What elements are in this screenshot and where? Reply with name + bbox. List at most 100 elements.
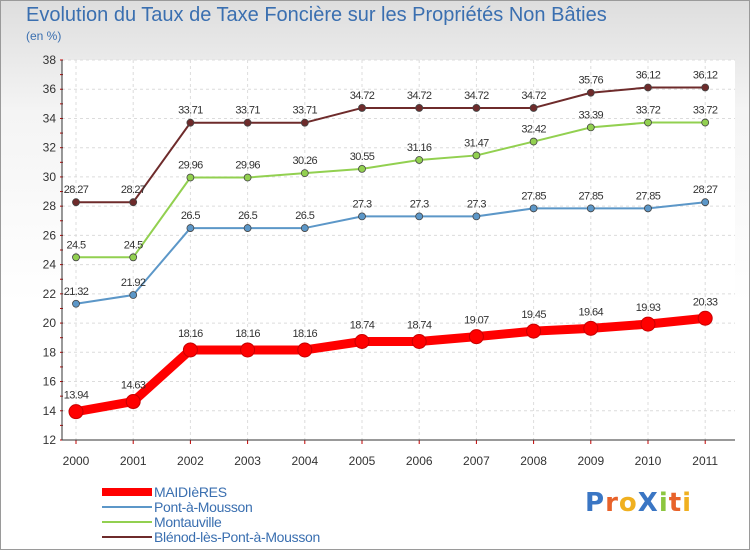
plot-area bbox=[62, 60, 735, 440]
data-label-montauville: 31.47 bbox=[464, 137, 489, 149]
data-point-bl-nod-l-s-pont-mousson bbox=[129, 198, 138, 207]
data-point-bl-nod-l-s-pont-mousson bbox=[243, 118, 252, 127]
data-point-montauville bbox=[472, 151, 481, 160]
legend-swatch-maidieres bbox=[102, 487, 152, 496]
data-point-pont-mousson bbox=[243, 224, 252, 232]
series-line-maidi-res bbox=[71, 313, 710, 417]
y-tick-label: 34 bbox=[43, 111, 57, 125]
data-label-bl-nod-l-s-pont-mousson: 36.12 bbox=[636, 69, 661, 81]
data-label-pont-mousson: 27.85 bbox=[636, 190, 661, 202]
data-label-bl-nod-l-s-pont-mousson: 33.71 bbox=[178, 105, 203, 117]
legend-swatch-pont-a-mousson bbox=[102, 505, 152, 508]
legend-label-maidieres: MAIDIèRES bbox=[154, 483, 227, 500]
data-point-bl-nod-l-s-pont-mousson bbox=[472, 104, 481, 112]
data-point-pont-mousson bbox=[358, 212, 366, 221]
data-point-maidi-res bbox=[583, 320, 599, 336]
data-label-maidi-res: 19.07 bbox=[464, 315, 489, 327]
x-tick-label: 2003 bbox=[234, 454, 261, 468]
data-label-pont-mousson: 21.32 bbox=[64, 286, 89, 298]
data-label-bl-nod-l-s-pont-mousson: 33.71 bbox=[293, 105, 318, 117]
data-point-montauville bbox=[701, 118, 710, 127]
data-label-montauville: 29.96 bbox=[178, 160, 203, 172]
data-label-bl-nod-l-s-pont-mousson: 34.72 bbox=[407, 90, 432, 102]
data-label-bl-nod-l-s-pont-mousson: 34.72 bbox=[464, 90, 489, 102]
data-point-pont-mousson bbox=[472, 212, 481, 221]
data-point-maidi-res bbox=[297, 342, 313, 358]
legend-swatch-blenod bbox=[102, 535, 152, 538]
y-tick-label: 16 bbox=[43, 375, 57, 389]
data-point-pont-mousson bbox=[644, 204, 652, 213]
data-point-pont-mousson bbox=[529, 204, 538, 213]
data-label-bl-nod-l-s-pont-mousson: 34.72 bbox=[350, 90, 375, 102]
data-label-maidi-res: 18.16 bbox=[178, 328, 203, 340]
x-tick-label: 2005 bbox=[349, 454, 376, 468]
logo-letter: t bbox=[668, 488, 683, 518]
x-tick-label: 2002 bbox=[177, 454, 204, 468]
data-label-pont-mousson: 26.5 bbox=[295, 210, 314, 222]
data-label-pont-mousson: 21.92 bbox=[121, 277, 146, 289]
data-point-pont-mousson bbox=[129, 291, 138, 299]
data-point-pont-mousson bbox=[72, 299, 80, 308]
data-point-bl-nod-l-s-pont-mousson bbox=[72, 198, 80, 207]
legend-item-montauville: Montauville bbox=[102, 514, 320, 530]
data-point-bl-nod-l-s-pont-mousson bbox=[644, 83, 652, 92]
y-tick-label: 28 bbox=[43, 199, 57, 213]
data-label-bl-nod-l-s-pont-mousson: 28.27 bbox=[64, 184, 89, 196]
data-label-montauville: 33.72 bbox=[636, 105, 661, 117]
y-tick-label: 36 bbox=[43, 82, 57, 96]
y-tick-label: 30 bbox=[43, 170, 57, 184]
data-point-pont-mousson bbox=[186, 224, 195, 232]
data-point-maidi-res bbox=[526, 323, 542, 339]
y-tick-label: 12 bbox=[43, 433, 57, 447]
series-line-montauville bbox=[75, 121, 707, 259]
data-label-bl-nod-l-s-pont-mousson: 33.71 bbox=[235, 105, 260, 117]
legend-item-pont-a-mousson: Pont-à-Mousson bbox=[102, 498, 320, 515]
data-point-bl-nod-l-s-pont-mousson bbox=[586, 88, 595, 97]
x-tick-label: 2007 bbox=[463, 454, 490, 468]
data-point-bl-nod-l-s-pont-mousson bbox=[529, 104, 538, 112]
data-point-pont-mousson bbox=[586, 204, 595, 213]
data-point-maidi-res bbox=[411, 333, 427, 349]
series-line-bl-nod-l-s-pont-mousson bbox=[75, 86, 707, 204]
data-point-montauville bbox=[243, 173, 252, 182]
data-point-maidi-res bbox=[697, 310, 713, 326]
x-tick-label: 2010 bbox=[635, 454, 662, 468]
data-label-montauville: 33.39 bbox=[579, 109, 604, 121]
y-tick-label: 32 bbox=[43, 141, 57, 155]
chart-title: Evolution du Taux de Taxe Foncière sur l… bbox=[26, 4, 607, 26]
data-label-montauville: 33.72 bbox=[693, 105, 718, 117]
x-tick-label: 2009 bbox=[577, 454, 604, 468]
data-point-montauville bbox=[358, 164, 366, 173]
logo-letter: o bbox=[618, 488, 638, 518]
data-point-maidi-res bbox=[68, 404, 84, 420]
data-label-maidi-res: 13.94 bbox=[64, 390, 89, 402]
data-label-pont-mousson: 26.5 bbox=[181, 210, 200, 222]
data-point-montauville bbox=[644, 118, 652, 127]
logo-letter: i bbox=[658, 488, 669, 518]
data-label-maidi-res: 18.16 bbox=[235, 328, 260, 340]
y-tick-label: 26 bbox=[43, 228, 57, 242]
data-point-pont-mousson bbox=[701, 198, 710, 207]
data-point-montauville bbox=[72, 253, 80, 262]
data-point-montauville bbox=[586, 123, 595, 132]
data-point-maidi-res bbox=[640, 316, 656, 332]
legend: MAIDIèRES Pont-à-Mousson Montauville Blé… bbox=[102, 483, 320, 545]
data-label-montauville: 24.5 bbox=[66, 239, 85, 251]
legend-label-pont-a-mousson: Pont-à-Mousson bbox=[154, 498, 253, 515]
data-point-bl-nod-l-s-pont-mousson bbox=[415, 104, 424, 112]
y-tick-label: 18 bbox=[43, 345, 57, 359]
data-point-pont-mousson bbox=[415, 212, 424, 221]
data-point-bl-nod-l-s-pont-mousson bbox=[358, 104, 366, 112]
data-label-montauville: 29.96 bbox=[235, 160, 260, 172]
data-point-maidi-res bbox=[240, 342, 256, 358]
data-point-pont-mousson bbox=[300, 224, 309, 232]
logo-letter: r bbox=[605, 488, 619, 518]
data-point-montauville bbox=[415, 156, 424, 164]
data-label-maidi-res: 19.93 bbox=[636, 302, 661, 314]
data-label-pont-mousson: 26.5 bbox=[238, 210, 257, 222]
data-point-maidi-res bbox=[468, 329, 484, 345]
data-point-maidi-res bbox=[125, 394, 141, 410]
data-label-montauville: 30.55 bbox=[350, 151, 375, 163]
data-label-pont-mousson: 27.3 bbox=[410, 198, 429, 210]
y-tick-label: 22 bbox=[43, 287, 57, 301]
